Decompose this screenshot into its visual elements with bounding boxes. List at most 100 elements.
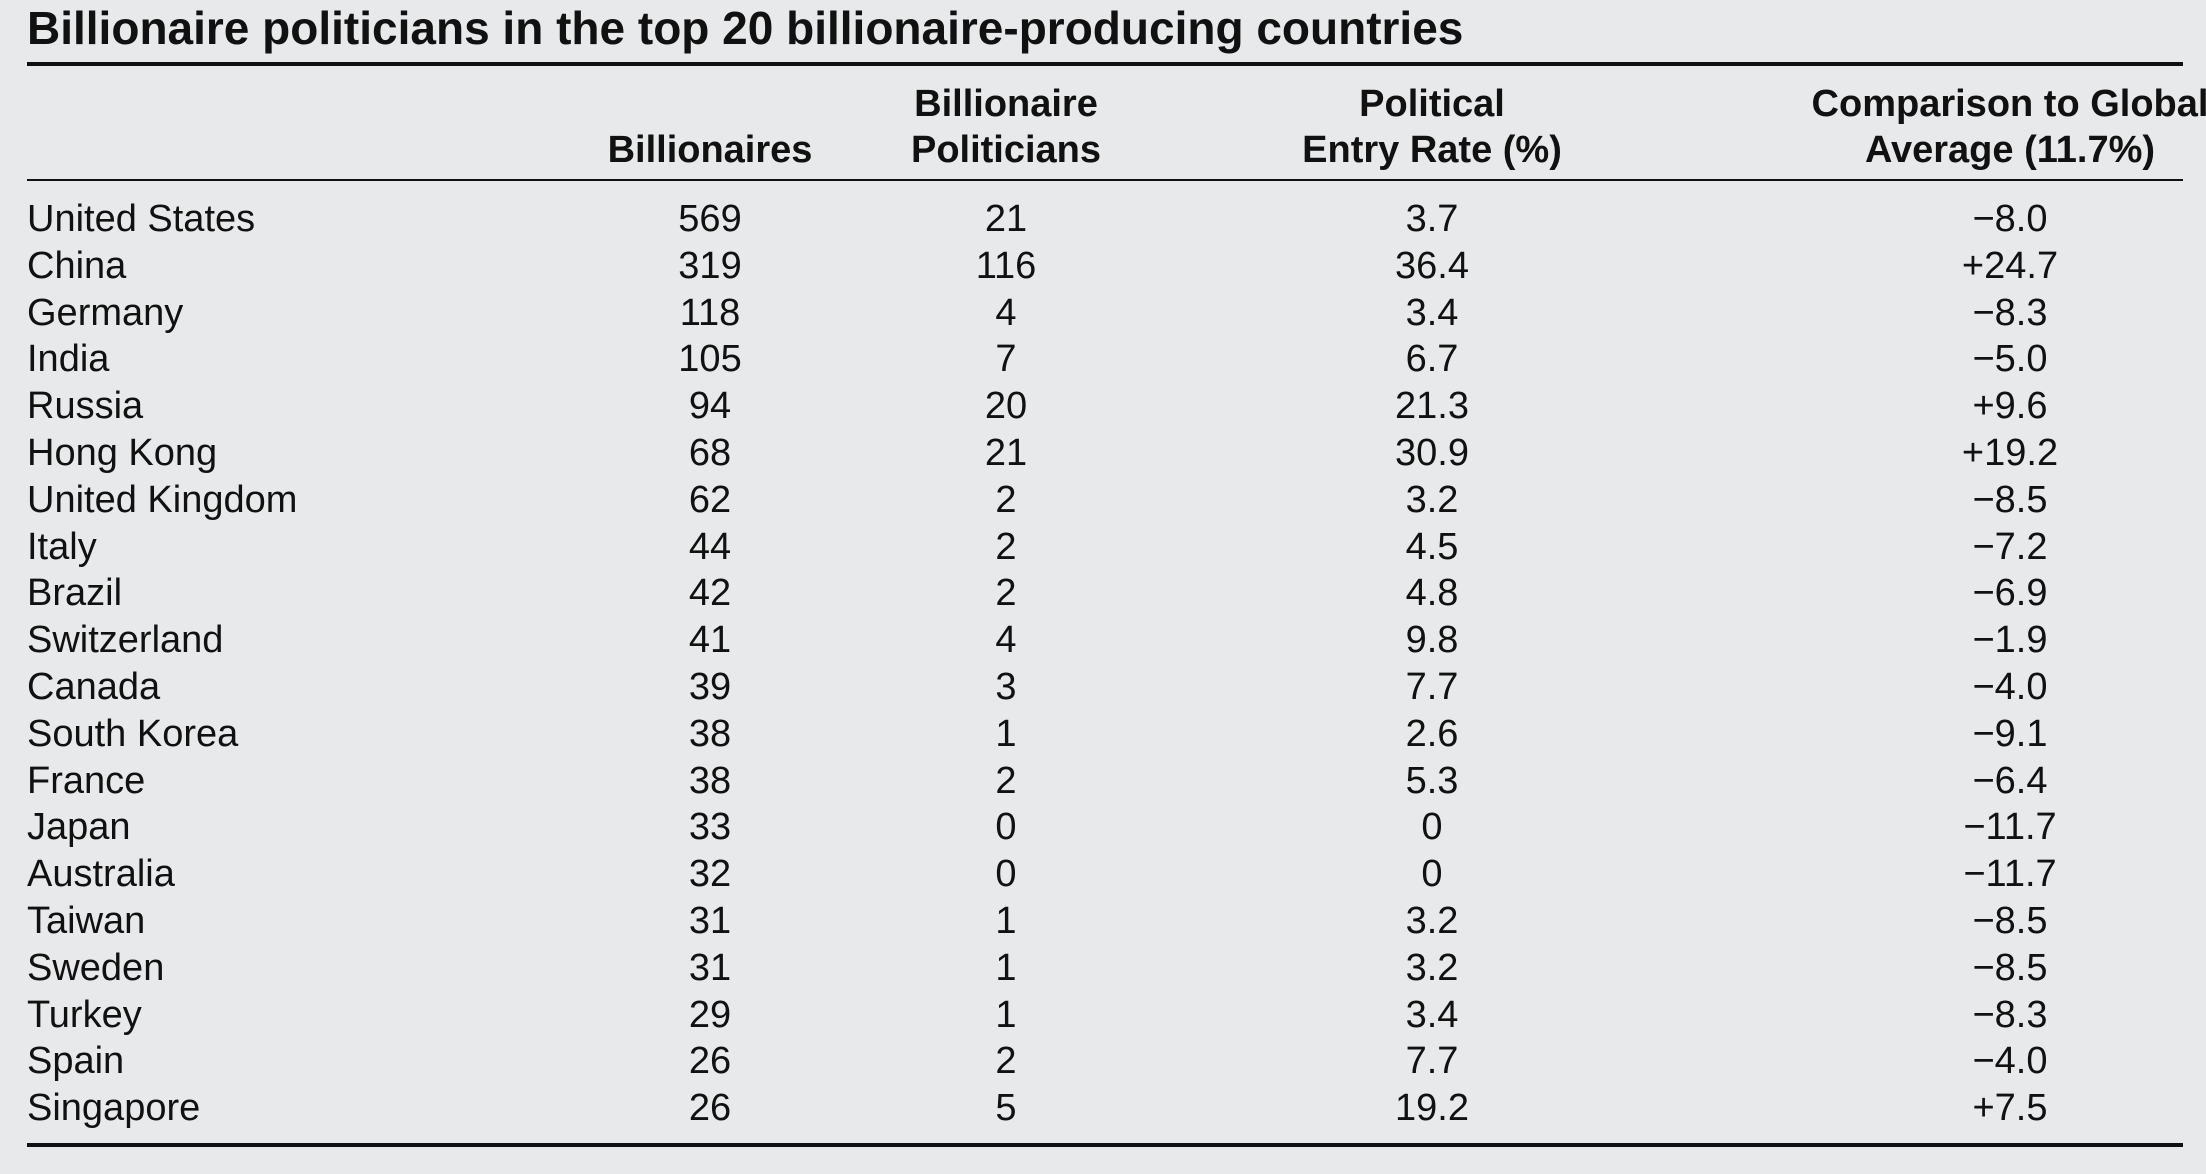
cell-political-entry-rate: 3.4	[1405, 291, 1459, 334]
cell-billionaire-politicians: 21	[984, 431, 1028, 474]
table-title: Billionaire politicians in the top 20 bi…	[27, 2, 1464, 54]
cell-political-entry-rate: 30.9	[1395, 431, 1469, 474]
cell-billionaire-politicians: 1	[995, 899, 1017, 942]
cell-billionaires: 319	[678, 244, 742, 287]
cell-billionaires: 38	[688, 759, 732, 802]
cell-political-entry-rate: 36.4	[1395, 244, 1469, 287]
cell-political-entry-rate: 19.2	[1395, 1087, 1469, 1130]
header-political-entry-rate: Political Entry Rate (%)	[1282, 77, 1582, 173]
cell-comparison: −8.5	[1972, 478, 2048, 521]
table-row: India 105 7 6.7 −5.0	[0, 336, 2206, 383]
table-row: Taiwan 31 1 3.2 −8.5	[0, 898, 2206, 945]
cell-political-entry-rate: 3.4	[1405, 993, 1459, 1036]
cell-political-entry-rate: 0	[1421, 853, 1443, 896]
cell-comparison: −6.9	[1972, 572, 2048, 615]
cell-billionaires: 33	[688, 806, 732, 849]
cell-billionaires: 31	[688, 946, 732, 989]
cell-billionaires: 42	[688, 572, 732, 615]
cell-political-entry-rate: 6.7	[1405, 338, 1459, 381]
cell-billionaires: 26	[688, 1040, 732, 1083]
cell-billionaires: 32	[688, 853, 732, 896]
cell-billionaire-politicians: 2	[995, 478, 1017, 521]
cell-comparison: −11.7	[1963, 853, 2057, 896]
cell-billionaires: 41	[688, 619, 732, 662]
cell-country: United Kingdom	[27, 478, 298, 521]
cell-country: Taiwan	[27, 899, 146, 942]
table-row: Japan 33 0 0 −11.7	[0, 804, 2206, 851]
cell-country: Australia	[27, 853, 175, 896]
table-row: Spain 26 2 7.7 −4.0	[0, 1038, 2206, 1085]
cell-comparison: −8.5	[1972, 946, 2048, 989]
cell-country: Hong Kong	[27, 431, 218, 474]
cell-country: Japan	[27, 806, 131, 849]
table-body: United States 569 21 3.7 −8.0 China 319 116 36.4…	[0, 196, 2206, 1132]
table-row: United Kingdom 62 2 3.2 −8.5	[0, 477, 2206, 524]
table-row: China 319 116 36.4 +24.7	[0, 243, 2206, 290]
table-row: Germany 118 4 3.4 −8.3	[0, 290, 2206, 337]
cell-billionaire-politicians: 2	[995, 759, 1017, 802]
cell-billionaires: 62	[688, 478, 732, 521]
cell-billionaire-politicians: 5	[995, 1087, 1017, 1130]
cell-billionaire-politicians: 116	[975, 244, 1037, 287]
cell-billionaire-politicians: 2	[995, 572, 1017, 615]
cell-comparison: −1.9	[1972, 619, 2048, 662]
cell-comparison: −4.0	[1972, 1040, 2048, 1083]
cell-country: China	[27, 244, 127, 287]
cell-country: Brazil	[27, 572, 123, 615]
cell-billionaire-politicians: 1	[995, 946, 1017, 989]
cell-country: Italy	[27, 525, 97, 568]
cell-billionaire-politicians: 1	[995, 993, 1017, 1036]
header-comparison-line-1: Comparison to Global	[1811, 83, 2206, 125]
cell-billionaire-politicians: 7	[995, 338, 1017, 381]
cell-comparison: −9.1	[1972, 712, 2048, 755]
cell-billionaire-politicians: 4	[995, 619, 1017, 662]
cell-comparison: −5.0	[1972, 338, 2048, 381]
cell-billionaire-politicians: 21	[984, 198, 1028, 240]
table-row: United States 569 21 3.7 −8.0	[0, 196, 2206, 243]
table-row: Australia 32 0 0 −11.7	[0, 851, 2206, 898]
table-row: Turkey 29 1 3.4 −8.3	[0, 992, 2206, 1039]
table-row: Russia 94 20 21.3 +9.6	[0, 383, 2206, 430]
cell-political-entry-rate: 2.6	[1405, 712, 1459, 755]
cell-comparison: −8.0	[1972, 198, 2048, 240]
cell-comparison: −6.4	[1972, 759, 2048, 802]
header-billionaires: Billionaires	[560, 77, 860, 173]
table-row: France 38 2 5.3 −6.4	[0, 758, 2206, 805]
cell-comparison: −8.3	[1972, 291, 2048, 334]
cell-country: Sweden	[27, 946, 165, 989]
cell-comparison: −11.7	[1963, 806, 2057, 849]
header-comparison-to-global-average: Comparison to Global Average (11.7%)	[1812, 77, 2206, 173]
header-politicians-line-1: Billionaire	[914, 83, 1098, 125]
cell-country: France	[27, 759, 146, 802]
cell-political-entry-rate: 3.2	[1405, 478, 1459, 521]
table-row: Canada 39 3 7.7 −4.0	[0, 664, 2206, 711]
cell-billionaires: 68	[688, 431, 732, 474]
cell-country: Germany	[27, 291, 184, 334]
table-row: Italy 44 2 4.5 −7.2	[0, 524, 2206, 571]
cell-billionaires: 118	[679, 291, 741, 334]
top-rule	[27, 62, 2183, 66]
cell-comparison: +24.7	[1961, 244, 2059, 287]
table-row: Singapore 26 5 19.2 +7.5	[0, 1085, 2206, 1132]
cell-comparison: −7.2	[1972, 525, 2048, 568]
cell-billionaires: 38	[688, 712, 732, 755]
cell-comparison: −8.3	[1972, 993, 2048, 1036]
cell-political-entry-rate: 3.2	[1405, 899, 1459, 942]
cell-comparison: −4.0	[1972, 665, 2048, 708]
cell-country: Canada	[27, 665, 161, 708]
cell-comparison: +9.6	[1972, 385, 2048, 428]
header-billionaires-line-1: Billionaires	[607, 129, 813, 171]
table-row: Sweden 31 1 3.2 −8.5	[0, 945, 2206, 992]
header-rule	[27, 179, 2183, 181]
cell-billionaire-politicians: 2	[995, 525, 1017, 568]
header-comparison-line-2: Average (11.7%)	[1864, 129, 2156, 171]
cell-billionaires: 39	[688, 665, 732, 708]
cell-billionaire-politicians: 1	[995, 712, 1017, 755]
cell-comparison: +19.2	[1961, 431, 2059, 474]
header-rate-line-1: Political	[1359, 83, 1505, 125]
cell-political-entry-rate: 7.7	[1405, 1040, 1459, 1083]
cell-political-entry-rate: 0	[1421, 806, 1443, 849]
table-row: South Korea 38 1 2.6 −9.1	[0, 711, 2206, 758]
cell-billionaire-politicians: 4	[995, 291, 1017, 334]
